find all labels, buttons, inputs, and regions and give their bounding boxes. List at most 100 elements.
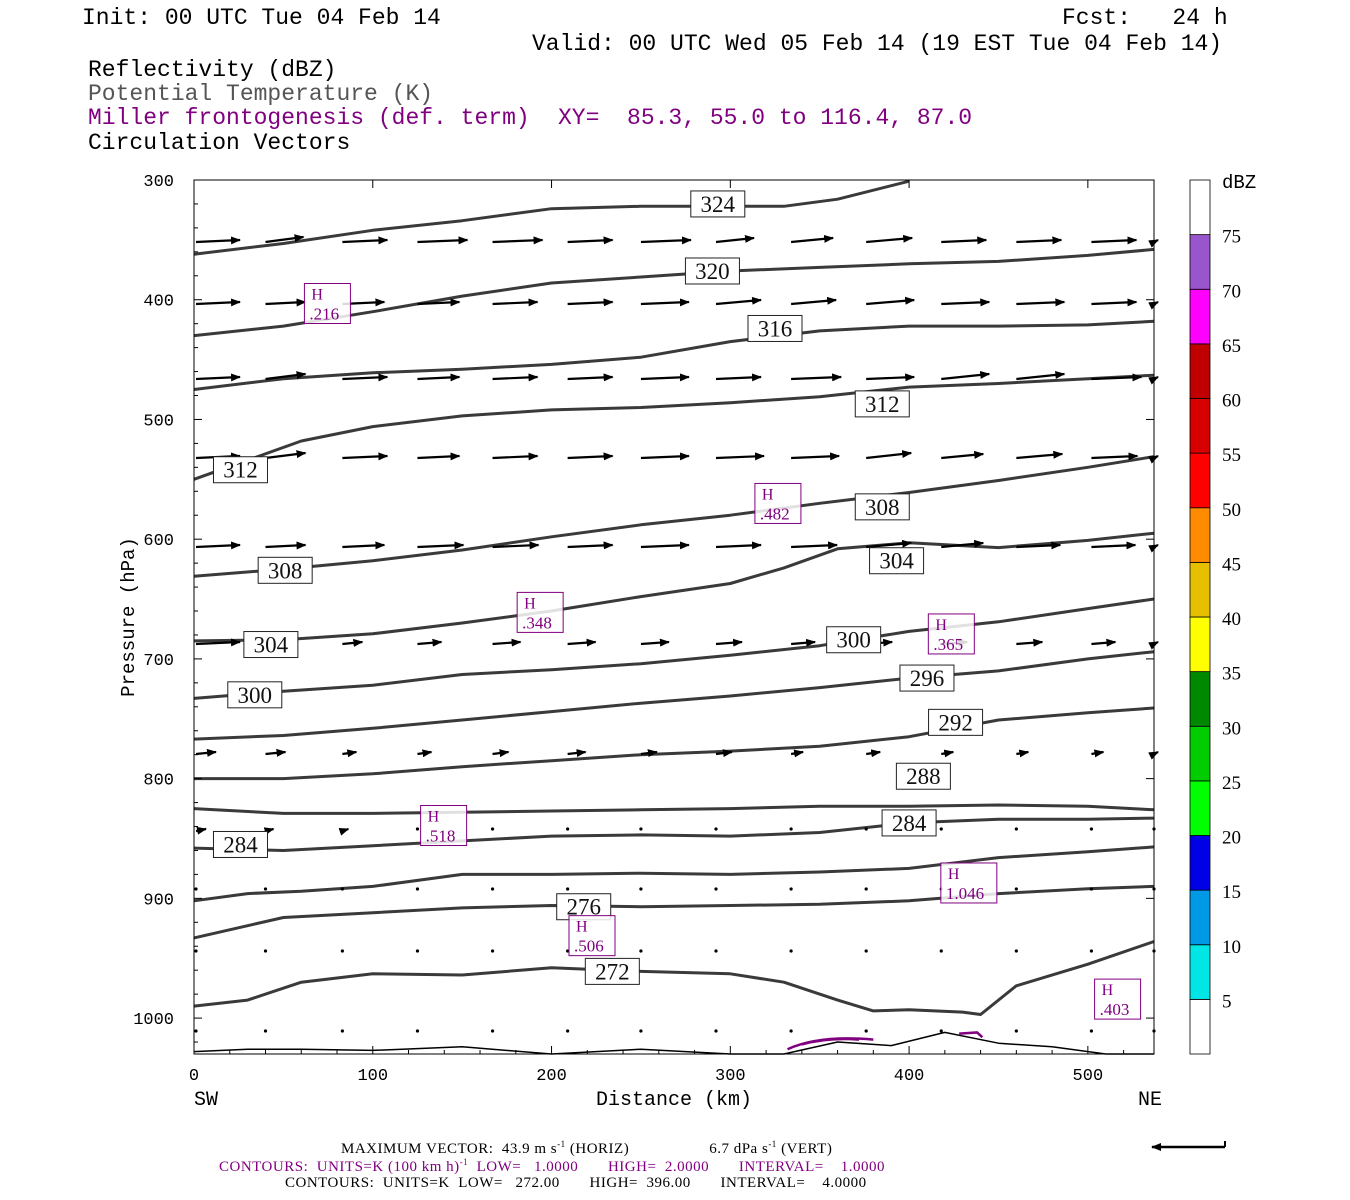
colorbar-label: 55 (1222, 445, 1241, 466)
colorbar-swatch (1190, 999, 1210, 1054)
isentrope-line (194, 457, 1154, 577)
circulation-vector (1015, 1029, 1018, 1032)
colorbar-label: 10 (1222, 937, 1241, 958)
colorbar-swatch (1190, 289, 1210, 344)
circulation-vector (1091, 642, 1115, 644)
circulation-vector (493, 642, 521, 644)
svg-text:.518: .518 (426, 827, 456, 846)
circulation-vector (491, 887, 494, 890)
svg-text:308: 308 (268, 558, 303, 583)
svg-text:312: 312 (865, 392, 900, 417)
circulation-vector (1016, 302, 1064, 304)
y-tick-label: 400 (143, 293, 174, 312)
circulation-vector (342, 829, 348, 831)
circulation-vector (641, 377, 689, 379)
circulation-vector (716, 300, 761, 304)
circulation-vector (639, 1029, 642, 1032)
y-tick-label: 500 (143, 412, 174, 431)
svg-text:296: 296 (910, 666, 945, 691)
colorbar-swatch (1190, 726, 1210, 781)
svg-text:272: 272 (595, 959, 630, 984)
x-axis-title: Distance (km) (596, 1089, 752, 1112)
circulation-vector (639, 827, 642, 830)
y-tick-label: 1000 (133, 1011, 174, 1030)
svg-text:H: H (524, 595, 536, 612)
circulation-vector (1015, 887, 1018, 890)
circulation-vector (641, 456, 689, 458)
circulation-vector (714, 827, 717, 830)
circulation-vector (194, 949, 197, 952)
circulation-vector (568, 752, 586, 754)
colorbar-swatch (1190, 235, 1210, 290)
circulation-vector (342, 752, 356, 754)
circulation-vector (641, 642, 669, 644)
isentrope-line (194, 805, 1154, 813)
circulation-vector (791, 377, 841, 379)
colorbar-swatch (1190, 399, 1210, 454)
colorbar-label: 5 (1222, 991, 1232, 1012)
circulation-vector (865, 1029, 868, 1032)
svg-text:320: 320 (695, 259, 730, 284)
circulation-vector (641, 302, 689, 304)
circulation-vector (714, 949, 717, 952)
circulation-vector (1154, 456, 1158, 458)
circulation-vector (941, 240, 986, 242)
circulation-vector (568, 642, 596, 644)
isentrope-line (194, 652, 1154, 739)
circulation-vector (791, 456, 839, 458)
colorbar-swatch (1190, 508, 1210, 563)
circulation-vector (865, 887, 868, 890)
circulation-vector (791, 752, 803, 754)
x-end-label-ne: NE (1138, 1089, 1162, 1112)
circulation-vector (866, 377, 914, 379)
isentrope-label: 308 (855, 494, 909, 520)
circulation-vector (1016, 454, 1062, 458)
circulation-vector (196, 302, 240, 304)
circulation-vector (1016, 240, 1061, 242)
circulation-vector (791, 238, 833, 242)
svg-text:H: H (311, 287, 323, 304)
isentrope-label: 304 (870, 548, 924, 574)
circulation-vector (865, 827, 868, 830)
circulation-vector (1154, 752, 1158, 754)
footer-contours-fronto: CONTOURS: UNITS=K (100 km h)-1 LOW= 1.00… (219, 1157, 885, 1176)
circulation-vector (196, 240, 240, 242)
circulation-vector (416, 827, 419, 830)
isentrope-label: 312 (213, 457, 267, 483)
circulation-vector (1154, 545, 1158, 547)
circulation-vector (791, 545, 837, 547)
colorbar-label: 75 (1222, 227, 1241, 248)
x-tick-label: 200 (536, 1067, 567, 1086)
cross-section-chart: 3243203163123123083083043043003002962922… (0, 0, 1350, 1200)
x-tick-label: 100 (357, 1067, 388, 1086)
circulation-vector (568, 377, 613, 379)
circulation-vector (416, 949, 419, 952)
circulation-vector (266, 829, 274, 831)
colorbar-swatch (1190, 344, 1210, 399)
y-axis-title: Pressure (hPa) (118, 537, 140, 697)
circulation-vector (789, 1029, 792, 1032)
circulation-vector (716, 238, 754, 242)
circulation-vector (417, 456, 459, 458)
colorbar-label: 60 (1222, 391, 1241, 412)
circulation-vector (866, 453, 911, 458)
circulation-vector (714, 1029, 717, 1032)
circulation-vector (417, 377, 459, 379)
circulation-vector (789, 949, 792, 952)
frontogenesis-max: H.348 (517, 592, 563, 632)
colorbar-label: 50 (1222, 500, 1241, 521)
circulation-vector (194, 887, 197, 890)
svg-text:.365: .365 (933, 635, 963, 654)
isentrope-label: 300 (827, 627, 881, 653)
svg-text:304: 304 (879, 549, 914, 574)
colorbar-label: 65 (1222, 336, 1241, 357)
circulation-vector (493, 302, 538, 304)
circulation-vector (1091, 302, 1136, 304)
circulation-vector (566, 1029, 569, 1032)
isentrope-label: 284 (213, 831, 267, 857)
isentrope-label: 296 (900, 665, 954, 691)
isentrope-label: 272 (585, 958, 639, 984)
circulation-vector (941, 454, 983, 458)
circulation-vector (568, 456, 613, 458)
colorbar-label: 70 (1222, 281, 1241, 302)
